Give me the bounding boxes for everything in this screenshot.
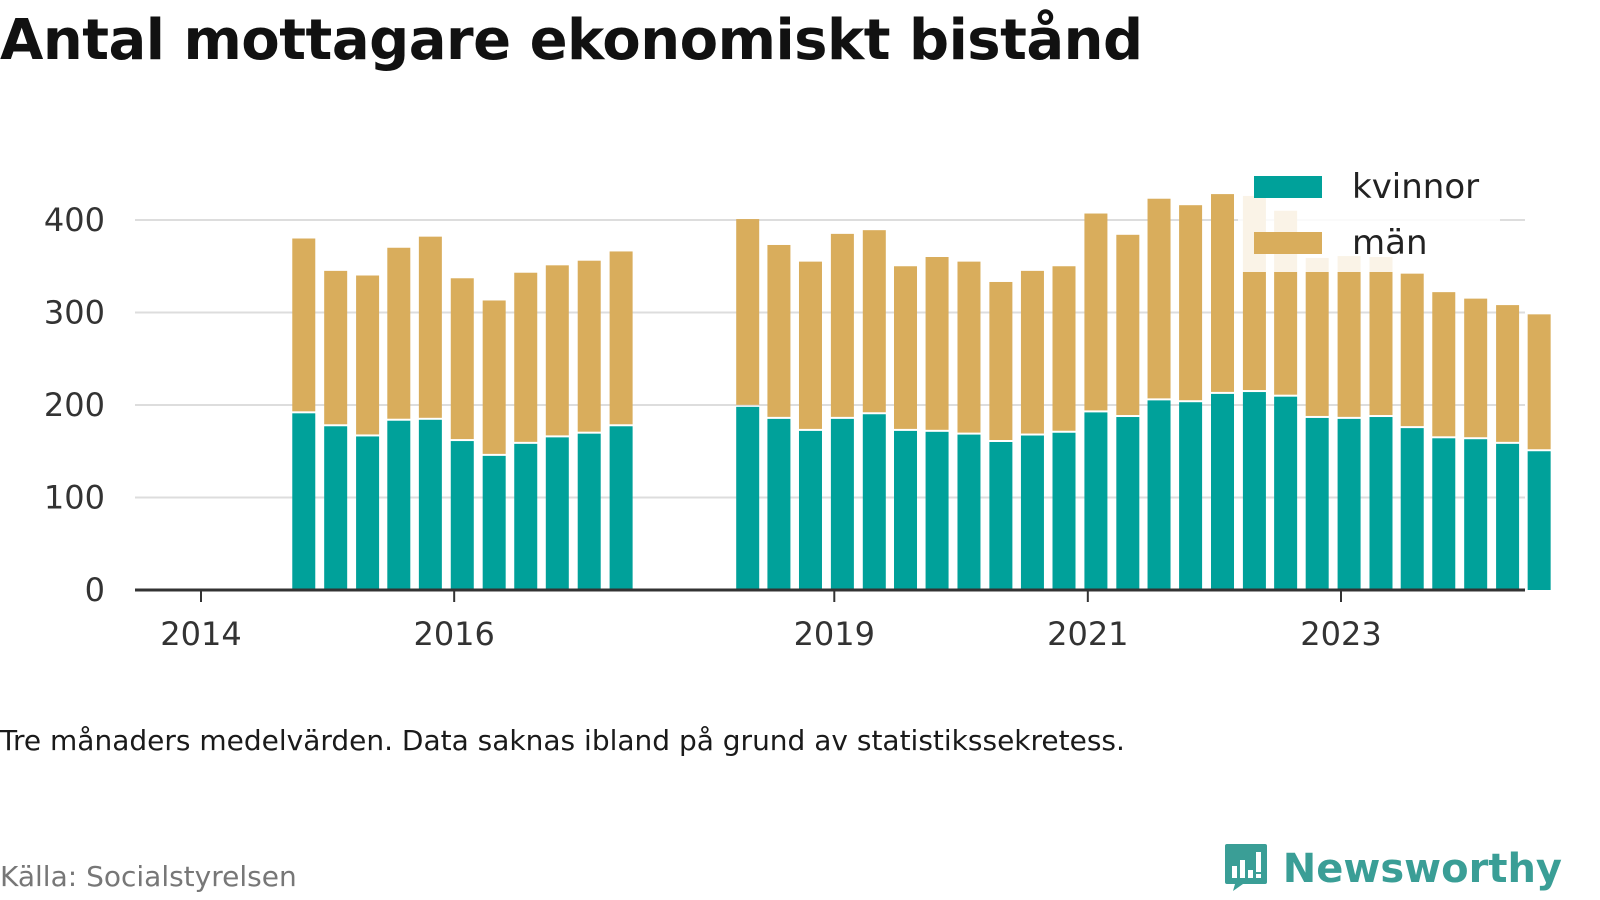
bar-kvinnor: [292, 413, 316, 590]
bar-kvinnor: [577, 433, 601, 590]
bar-man: [577, 260, 601, 432]
bar-kvinnor: [957, 434, 981, 590]
bar-man: [514, 272, 538, 442]
bar-man: [1116, 234, 1140, 416]
bar-man: [1020, 270, 1044, 434]
bar-kvinnor: [830, 418, 854, 590]
y-tick-label: 300: [44, 294, 105, 332]
bar-kvinnor: [1305, 417, 1329, 590]
bar-kvinnor: [1147, 400, 1171, 590]
bar-kvinnor: [767, 418, 791, 590]
bar-kvinnor: [1337, 418, 1361, 590]
y-tick-label: 200: [44, 386, 105, 424]
bar-chart-speech-bubble-icon: [1223, 842, 1269, 896]
bar-kvinnor: [862, 414, 886, 590]
bar-kvinnor: [1369, 417, 1393, 590]
bar-kvinnor: [1432, 438, 1456, 590]
bar-kvinnor: [1084, 412, 1108, 590]
legend-swatch: [1254, 176, 1322, 198]
x-tick-label: 2014: [160, 615, 241, 653]
bar-kvinnor: [1400, 428, 1424, 590]
bar-man: [1305, 257, 1329, 416]
bar-man: [1179, 205, 1203, 401]
bar-man: [450, 278, 474, 440]
bar-man: [418, 236, 442, 418]
bar-man: [736, 219, 760, 405]
bar-kvinnor: [545, 437, 569, 590]
bar-kvinnor: [989, 442, 1013, 590]
bar-man: [545, 265, 569, 436]
x-tick-label: 2021: [1047, 615, 1128, 653]
brand-name: Newsworthy: [1282, 846, 1562, 892]
bar-kvinnor: [1020, 435, 1044, 590]
bar-man: [1052, 266, 1076, 431]
bar-kvinnor: [1274, 396, 1298, 590]
bar-kvinnor: [1242, 392, 1266, 590]
bar-kvinnor: [1527, 451, 1551, 590]
bar-man: [830, 233, 854, 417]
bar-kvinnor: [1052, 432, 1076, 590]
y-tick-label: 100: [44, 479, 105, 517]
bars: [292, 194, 1551, 590]
legend-label: kvinnor: [1352, 167, 1479, 207]
bar-man: [1527, 314, 1551, 450]
legend: kvinnor män: [1238, 160, 1500, 272]
bar-kvinnor: [1464, 439, 1488, 590]
bar-man: [609, 251, 633, 425]
bar-kvinnor: [1179, 402, 1203, 590]
bar-man: [1464, 298, 1488, 438]
bar-man: [1369, 257, 1393, 416]
x-axis-ticks: 2014 2016 2019 2021 2023: [160, 590, 1382, 653]
bar-kvinnor: [418, 419, 442, 590]
bar-kvinnor: [894, 430, 918, 590]
x-tick-label: 2016: [413, 615, 494, 653]
bar-man: [798, 261, 822, 429]
bar-kvinnor: [324, 426, 348, 590]
bar-man: [1147, 198, 1171, 399]
bar-kvinnor: [356, 436, 380, 590]
bar-kvinnor: [1116, 417, 1140, 590]
bar-man: [324, 270, 348, 425]
bar-kvinnor: [387, 420, 411, 590]
bar-man: [925, 257, 949, 430]
bar-man: [482, 300, 506, 454]
bar-kvinnor: [736, 406, 760, 590]
bar-man: [1337, 256, 1361, 417]
bar-kvinnor: [1211, 393, 1235, 590]
y-tick-label: 400: [44, 201, 105, 239]
chart-title: Antal mottagare ekonomiskt bistånd: [0, 8, 1143, 73]
brand-logo: Newsworthy: [1223, 842, 1562, 896]
legend-label: män: [1352, 223, 1428, 263]
bar-kvinnor: [798, 430, 822, 590]
bar-man: [862, 230, 886, 413]
y-tick-label: 0: [85, 571, 105, 609]
bar-man: [292, 238, 316, 412]
bar-man: [1211, 194, 1235, 392]
legend-swatch: [1254, 232, 1322, 254]
bar-kvinnor: [514, 443, 538, 590]
bar-man: [387, 247, 411, 419]
bar-kvinnor: [609, 426, 633, 590]
x-tick-label: 2023: [1300, 615, 1381, 653]
bar-man: [356, 275, 380, 435]
bar-man: [989, 281, 1013, 440]
chart: 0 100 200 300 400 2014 2016 2019 2021 2023 kvinn…: [43, 160, 1551, 653]
bar-man: [767, 244, 791, 417]
source-credit: Källa: Socialstyrelsen: [0, 860, 297, 893]
bar-man: [1400, 273, 1424, 427]
bar-man: [1084, 213, 1108, 411]
bar-man: [1432, 292, 1456, 437]
bar-kvinnor: [482, 455, 506, 590]
bar-man: [957, 261, 981, 433]
x-tick-label: 2019: [794, 615, 875, 653]
bar-kvinnor: [450, 441, 474, 590]
bar-kvinnor: [1496, 443, 1520, 590]
bar-kvinnor: [925, 431, 949, 590]
bar-man: [1496, 305, 1520, 442]
y-axis-ticks: 0 100 200 300 400: [44, 201, 105, 609]
bar-man: [894, 266, 918, 429]
chart-note: Tre månaders medelvärden. Data saknas ib…: [0, 724, 1125, 757]
